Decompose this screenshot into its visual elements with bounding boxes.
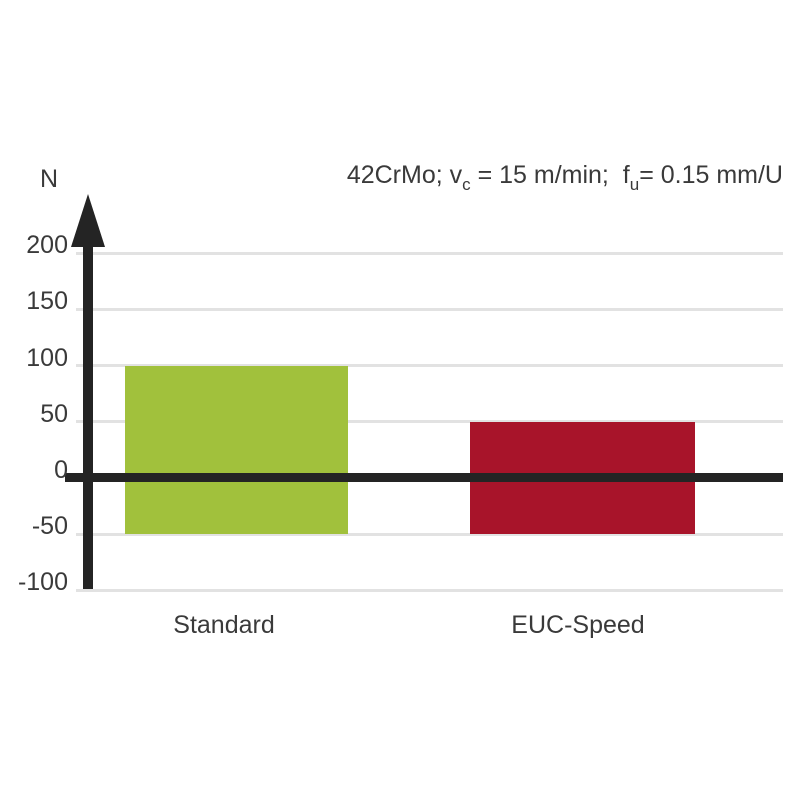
y-tick-label-50: 50 xyxy=(40,399,68,428)
bar-standard xyxy=(125,365,348,535)
title-subscript: u xyxy=(629,175,640,194)
x-label-standard: Standard xyxy=(173,611,275,639)
y-axis-unit-label: N xyxy=(40,165,59,193)
x-label-euc-speed: EUC-Speed xyxy=(511,611,645,639)
title-subscript: c xyxy=(462,175,471,194)
gridline-150 xyxy=(76,307,783,311)
gridline--100 xyxy=(76,588,783,592)
gridline-100 xyxy=(76,364,783,368)
y-tick-label-0: 0 xyxy=(54,456,68,484)
gridline-200 xyxy=(76,251,783,255)
y-tick-label--100: -100 xyxy=(17,568,68,597)
gridline-50 xyxy=(76,420,783,424)
y-axis-arrow-icon xyxy=(71,194,105,247)
chart-title: 42CrMo; vc = 15 m/min; fu= 0.15 mm/U xyxy=(346,161,783,194)
title-text: = 0.15 mm/U xyxy=(639,161,783,189)
y-tick-label-150: 150 xyxy=(26,287,68,316)
y-tick-label-200: 200 xyxy=(26,231,68,260)
y-axis-line xyxy=(83,235,93,589)
y-tick-label--50: -50 xyxy=(31,512,68,541)
gridline--50 xyxy=(76,532,783,536)
title-text: 42CrMo; v xyxy=(346,161,463,189)
zero-baseline xyxy=(65,473,783,482)
title-text: = 15 m/min; f xyxy=(470,161,630,189)
y-tick-label-100: 100 xyxy=(26,343,68,372)
